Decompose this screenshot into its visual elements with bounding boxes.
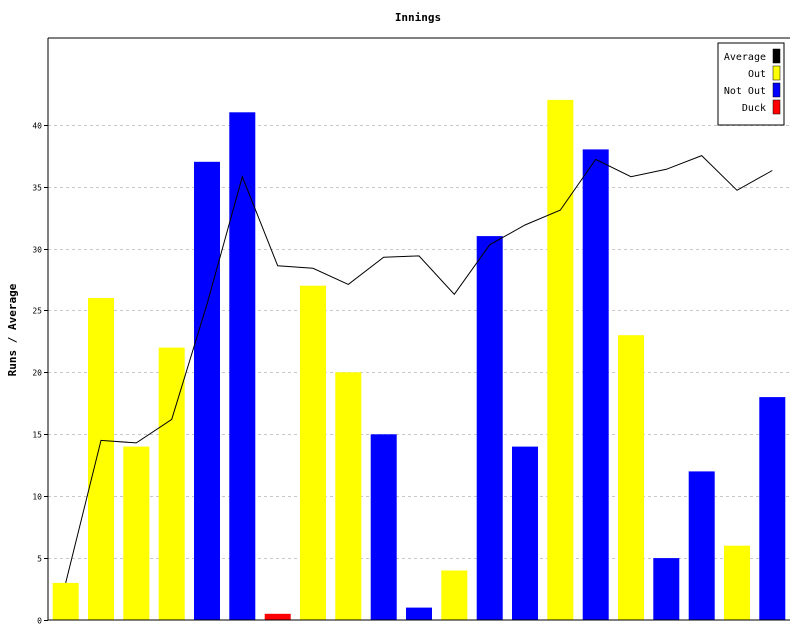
bar-not-out <box>476 236 503 620</box>
legend: Average Out Not Out Duck <box>717 42 785 126</box>
bar-out <box>335 372 362 620</box>
bar-not-out <box>406 607 432 620</box>
bar-out <box>547 99 574 620</box>
average-line-series <box>65 155 773 584</box>
y-tick-label: 10 <box>32 493 42 502</box>
y-tick-label: 5 <box>37 555 42 564</box>
legend-label: Duck <box>742 103 766 114</box>
legend-swatch <box>772 82 781 98</box>
bar-out <box>88 298 114 620</box>
y-tick-label: 25 <box>32 307 42 316</box>
bar-out <box>300 285 326 620</box>
y-tick-label: 35 <box>32 184 42 193</box>
legend-swatch <box>772 48 781 64</box>
chart-title: Innings <box>395 11 441 24</box>
y-tick-label: 0 <box>37 617 42 626</box>
legend-label: Out <box>748 69 766 80</box>
bar-not-out <box>229 112 256 621</box>
legend-swatch <box>772 65 781 81</box>
axes <box>47 37 790 621</box>
average-line <box>65 155 773 584</box>
bar-not-out <box>653 558 680 620</box>
bar-out <box>158 347 185 620</box>
y-tick-label: 20 <box>32 369 42 378</box>
bar-out <box>123 446 150 620</box>
bar-not-out <box>688 471 715 620</box>
y-axis-title: Runs / Average <box>6 283 19 376</box>
y-tick-labels: 0 5 10 15 20 25 30 35 40 <box>32 122 48 626</box>
bar-series <box>52 99 786 621</box>
y-tick-label: 30 <box>32 246 42 255</box>
bar-not-out <box>194 161 220 621</box>
bar-duck <box>264 613 291 620</box>
bar-out <box>52 582 79 620</box>
bar-not-out <box>370 434 397 620</box>
legend-swatch <box>772 99 781 115</box>
legend-label: Not Out <box>724 86 766 97</box>
y-tick-label: 40 <box>32 122 42 131</box>
bar-out <box>618 335 644 620</box>
legend-label: Average <box>724 52 766 63</box>
bar-out <box>441 570 468 620</box>
bar-not-out <box>512 446 538 620</box>
bar-not-out <box>582 149 609 620</box>
bar-out <box>724 545 750 620</box>
y-tick-label: 15 <box>32 431 42 440</box>
bar-not-out <box>759 397 786 620</box>
